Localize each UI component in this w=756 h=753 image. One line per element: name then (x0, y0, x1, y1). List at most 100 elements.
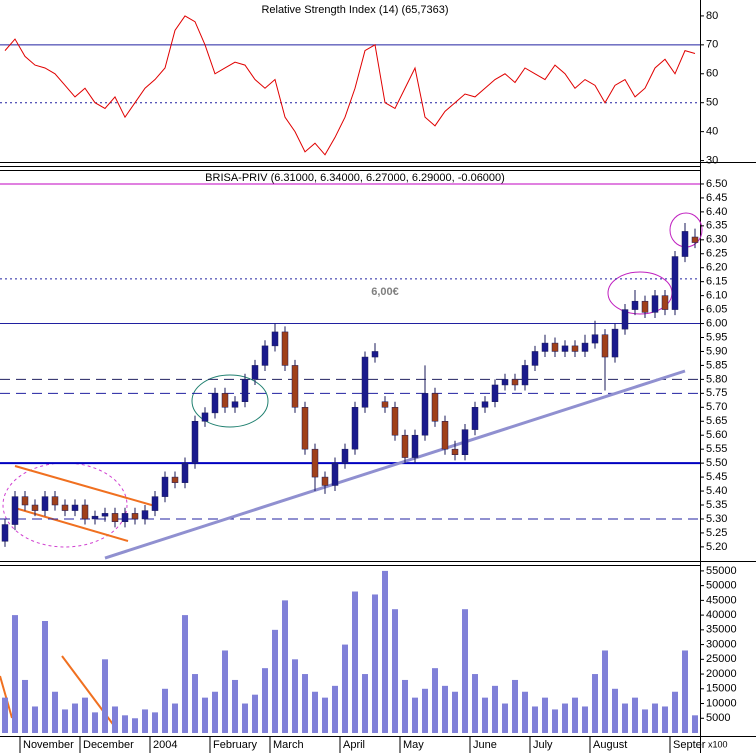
candle-body (401, 434, 409, 458)
volume-bar (42, 621, 48, 733)
y-tick-label: 5.40 (706, 485, 727, 497)
candle-body (521, 365, 529, 386)
y-tick-label: 20000 (706, 668, 737, 680)
volume-bar (542, 697, 548, 733)
volume-bar (2, 697, 8, 733)
volume-bar (132, 718, 138, 733)
volume-bar (242, 703, 248, 733)
volume-bar (502, 703, 508, 733)
candle-body (411, 434, 419, 458)
candle-body (21, 496, 29, 506)
volume-bar (182, 615, 188, 733)
candle-body (281, 331, 289, 366)
volume-bar (692, 715, 698, 733)
candle-body (531, 351, 539, 366)
annotation-line (0, 675, 13, 719)
candle-body (441, 421, 449, 450)
y-tick-label: 40000 (706, 609, 737, 621)
candle-body (481, 401, 489, 408)
volume-bar (652, 703, 658, 733)
y-tick-label: 5.45 (706, 471, 727, 483)
y-tick-label: 35000 (706, 624, 737, 636)
volume-bar (462, 609, 468, 733)
volume-bar (342, 644, 348, 733)
candle-body (431, 393, 439, 422)
volume-bar (682, 650, 688, 733)
volume-bar (552, 709, 558, 733)
candle-body (631, 300, 639, 310)
candle-body (591, 334, 599, 344)
x-tick-label: April (343, 739, 365, 751)
volume-bar (622, 703, 628, 733)
candle-body (561, 345, 569, 352)
y-tick-label: 6.50 (706, 178, 727, 190)
candle-body (11, 496, 19, 525)
candle-body (221, 393, 229, 408)
candle-body (191, 421, 199, 464)
candle-body (171, 476, 179, 483)
volume-bar (162, 688, 168, 733)
volume-bar (632, 697, 638, 733)
candle-body (681, 231, 689, 257)
volume-bar (262, 668, 268, 733)
candle-body (621, 309, 629, 330)
y-tick-label: 6.10 (706, 290, 727, 302)
candle-body (121, 513, 129, 523)
candle-body (421, 393, 429, 436)
candle-body (211, 393, 219, 414)
y-tick-label: 5.75 (706, 387, 727, 399)
volume-bar (372, 594, 378, 733)
candle-body (1, 524, 9, 542)
volume-bar (202, 697, 208, 733)
candle-body (61, 504, 69, 511)
y-tick-label: 5.25 (706, 527, 727, 539)
y-tick-label: 6.30 (706, 234, 727, 246)
y-tick-label: 6.00 (706, 317, 727, 329)
volume-bar (92, 712, 98, 733)
volume-bar (402, 679, 408, 733)
candle-body (301, 407, 309, 450)
candle-body (71, 504, 79, 511)
volume-bar (592, 674, 598, 733)
x-tick-label: March (273, 739, 304, 751)
candle-body (111, 513, 119, 523)
chart-title: Relative Strength Index (14) (65,7363) (261, 4, 448, 16)
annotation-ellipse (191, 374, 269, 428)
y-tick-label: 5.85 (706, 359, 727, 371)
x-tick-label: August (593, 739, 627, 751)
candle-body (381, 401, 389, 408)
candle-body (371, 351, 379, 358)
candle-body (581, 342, 589, 352)
y-tick-label: 40 (706, 126, 718, 138)
volume-bar (302, 674, 308, 733)
candle-body (341, 448, 349, 464)
y-tick-label: 5000 (706, 712, 730, 724)
y-tick-label: 5.70 (706, 401, 727, 413)
volume-bar (582, 706, 588, 733)
candle-body (181, 462, 189, 483)
volume-bar (602, 650, 608, 733)
volume-bar (512, 679, 518, 733)
volume-bar (392, 609, 398, 733)
x-tick-label: February (213, 739, 258, 751)
y-tick-label: 55000 (706, 565, 737, 577)
volume-bar (282, 600, 288, 733)
volume-bar (232, 679, 238, 733)
candle-body (511, 379, 519, 386)
candle-body (351, 407, 359, 450)
y-tick-label: 5.30 (706, 513, 727, 525)
volume-bar (192, 674, 198, 733)
unit-label: x100 (708, 739, 728, 749)
annotation: 6,00€ (371, 286, 399, 298)
y-tick-label: 50 (706, 97, 718, 109)
candle-body (231, 401, 239, 408)
candle-body (501, 379, 509, 386)
y-tick-label: 6.40 (706, 206, 727, 218)
volume-bar (452, 691, 458, 733)
candle-body (331, 462, 339, 486)
candle-body (551, 342, 559, 352)
y-tick-label: 6.05 (706, 303, 727, 315)
candle-body (41, 496, 49, 511)
candle-body (361, 356, 369, 408)
x-tick-label: Septer (673, 739, 706, 751)
